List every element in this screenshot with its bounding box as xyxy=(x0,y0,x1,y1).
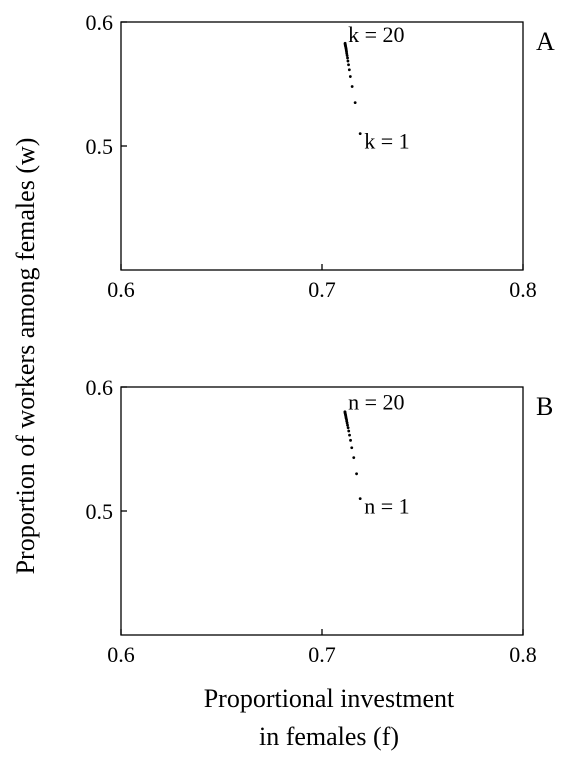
data-point xyxy=(343,41,347,45)
x-axis-label-line-1: Proportional investment xyxy=(204,684,455,713)
x-tick-label: 0.7 xyxy=(308,277,336,302)
data-point xyxy=(350,446,354,450)
plot-frame xyxy=(120,21,524,271)
data-point xyxy=(348,75,352,78)
data-point xyxy=(355,472,358,476)
data-point xyxy=(346,59,350,63)
y-tick-label: 0.5 xyxy=(86,134,114,159)
data-point xyxy=(347,68,351,72)
data-point xyxy=(346,56,349,60)
data-point xyxy=(343,410,347,414)
x-tick-label: 0.6 xyxy=(107,277,135,302)
y-tick-label: 0.5 xyxy=(86,499,114,524)
data-point xyxy=(346,423,349,427)
data-point xyxy=(353,101,357,104)
y-tick-label: 0.6 xyxy=(86,375,114,400)
x-tick-label: 0.8 xyxy=(509,277,537,302)
panel-b: 0.6 0.7 0.8 0.5 0.6 n = 20 n = 1 B xyxy=(86,375,554,667)
plot-frame xyxy=(120,386,524,636)
data-point xyxy=(350,85,354,88)
data-points xyxy=(343,410,362,500)
y-tick-label: 0.6 xyxy=(86,10,114,35)
data-point xyxy=(346,426,350,430)
x-tick-labels: 0.6 0.7 0.8 xyxy=(107,277,537,302)
data-point xyxy=(352,456,356,460)
x-axis-label-line-2: in females (f) xyxy=(259,722,399,751)
data-points xyxy=(343,41,362,136)
data-point xyxy=(358,497,362,500)
data-point xyxy=(358,132,362,136)
tick-marks xyxy=(120,21,524,270)
y-tick-labels: 0.5 0.6 xyxy=(86,10,114,159)
x-tick-label: 0.6 xyxy=(107,642,135,667)
x-tick-labels: 0.6 0.7 0.8 xyxy=(107,642,537,667)
point-annotation: k = 1 xyxy=(364,128,409,153)
x-tick-label: 0.8 xyxy=(509,642,537,667)
y-axis-label: Proportion of workers among females (w) xyxy=(11,138,40,575)
data-point xyxy=(347,429,351,433)
panel-a: 0.6 0.7 0.8 0.5 0.6 k = 20 k = 1 A xyxy=(86,10,556,302)
annotations: n = 20 n = 1 xyxy=(348,389,410,518)
x-tick-label: 0.7 xyxy=(308,642,336,667)
tick-marks xyxy=(120,386,524,635)
point-annotation: n = 1 xyxy=(364,493,409,518)
annotations: k = 20 k = 1 xyxy=(348,22,410,154)
data-point xyxy=(347,63,350,67)
data-point xyxy=(349,438,352,442)
point-annotation: k = 20 xyxy=(348,22,404,47)
panel-label: B xyxy=(536,392,553,421)
panel-label: A xyxy=(536,27,555,56)
data-point xyxy=(348,433,351,437)
y-tick-labels: 0.5 0.6 xyxy=(86,375,114,524)
point-annotation: n = 20 xyxy=(348,389,404,414)
